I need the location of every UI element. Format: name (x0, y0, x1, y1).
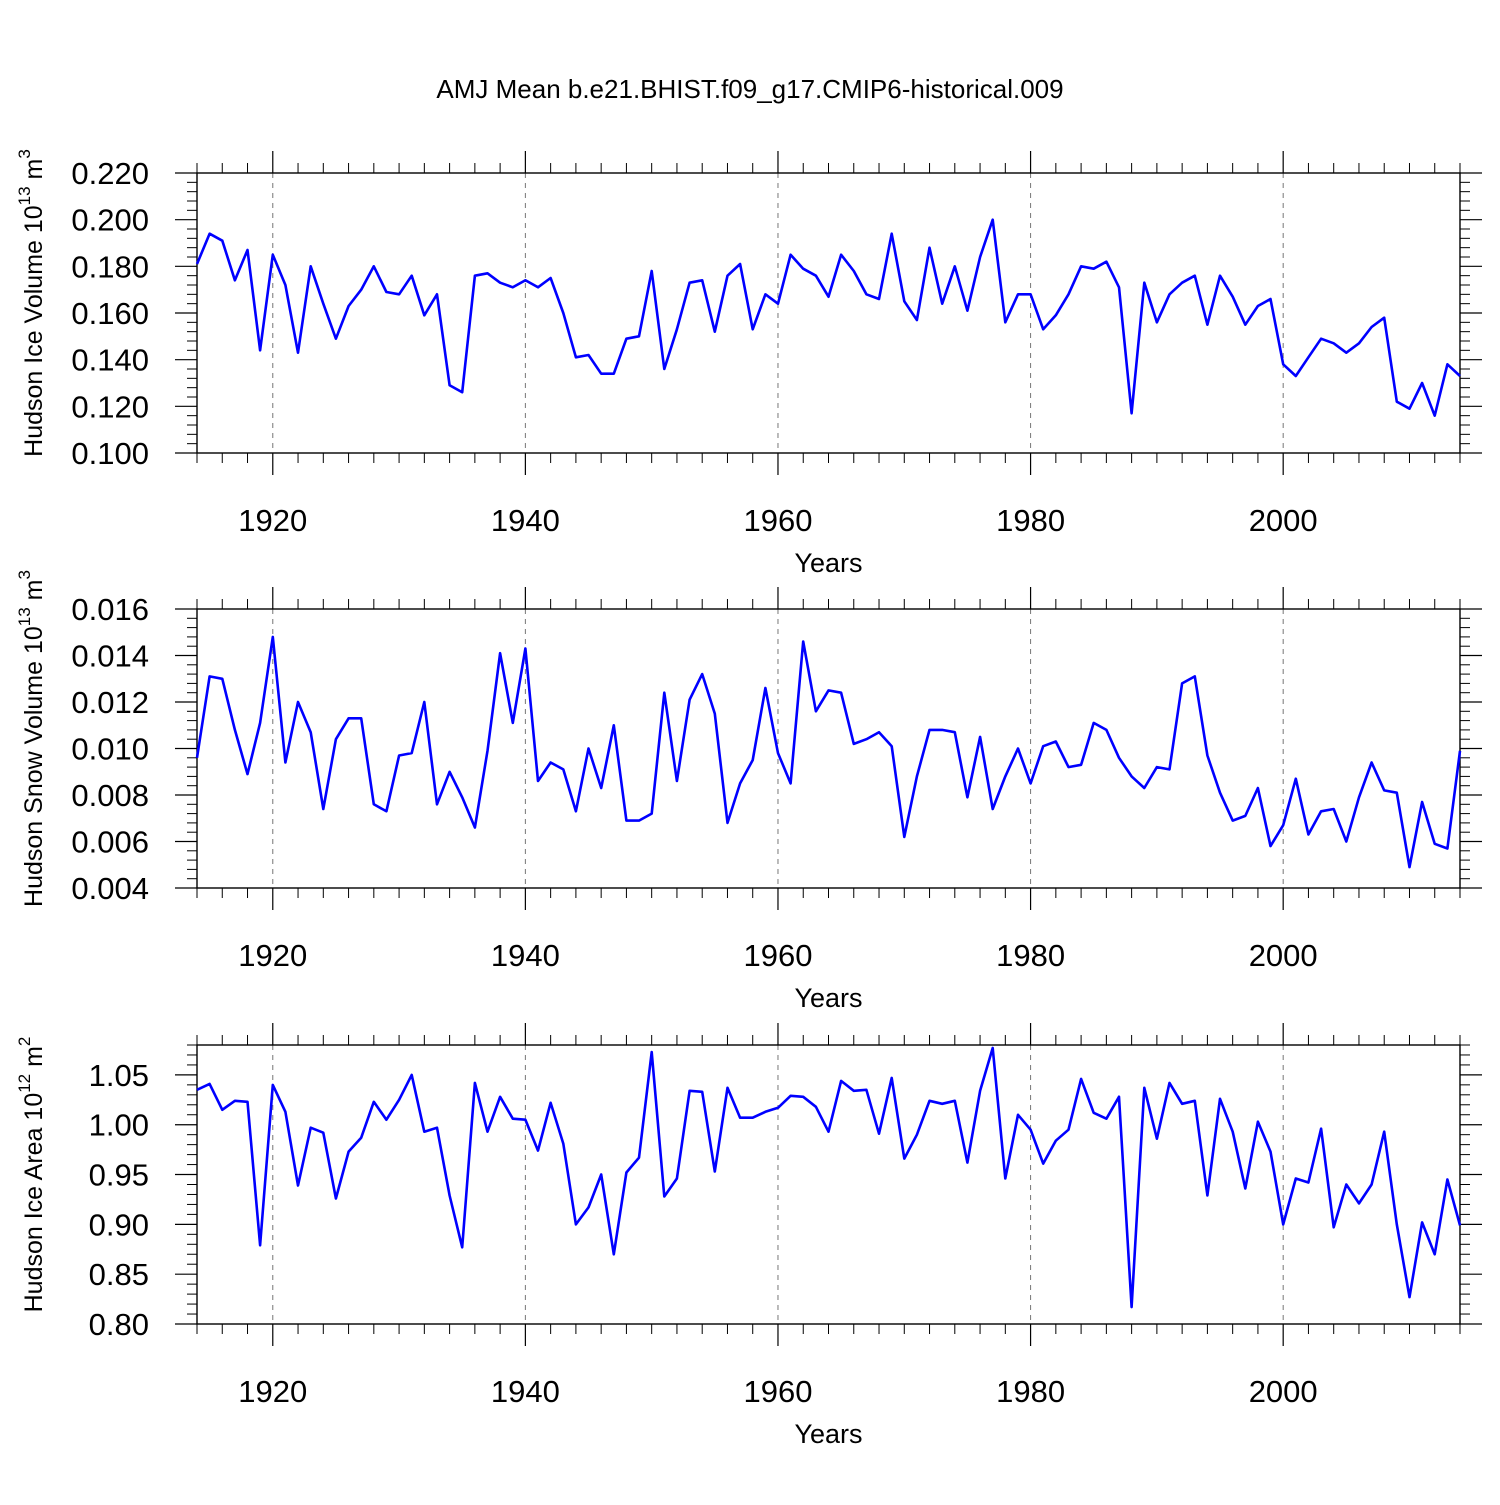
y-axis-label-unit: m (20, 159, 48, 187)
y-tick-label: 0.100 (71, 436, 149, 471)
y-axis-label-unit-exponent: 2 (15, 1037, 34, 1046)
y-tick-label: 1.05 (89, 1058, 149, 1093)
y-tick-label: 0.012 (71, 685, 149, 720)
y-tick-label: 0.140 (71, 343, 149, 378)
y-axis-label-unit-exponent: 3 (15, 570, 34, 579)
y-axis-label-text: Hudson Ice Area 10 (20, 1093, 48, 1313)
x-tick-label: 1980 (996, 938, 1065, 973)
y-tick-label: 0.220 (71, 156, 149, 191)
x-tick-label: 1920 (238, 938, 307, 973)
x-axis-label: Years (794, 1419, 862, 1449)
y-tick-label: 0.016 (71, 592, 149, 627)
y-tick-label: 0.004 (71, 871, 149, 906)
plot-frame (197, 173, 1460, 453)
x-tick-label: 1960 (743, 503, 812, 538)
x-tick-label: 1940 (491, 1374, 560, 1409)
y-axis-label-text: Hudson Ice Volume 10 (20, 205, 48, 457)
y-tick-label: 0.008 (71, 778, 149, 813)
y-axis-label-unit: m (20, 580, 48, 608)
y-tick-label: 0.95 (89, 1158, 149, 1193)
y-tick-label: 1.00 (89, 1108, 149, 1143)
y-tick-label: 0.90 (89, 1207, 149, 1242)
x-tick-label: 2000 (1249, 1374, 1318, 1409)
y-tick-label: 0.180 (71, 249, 149, 284)
x-tick-label: 1980 (996, 503, 1065, 538)
series-line (197, 220, 1460, 416)
y-axis-label-exponent: 12 (15, 1074, 34, 1093)
x-tick-label: 1920 (238, 1374, 307, 1409)
y-axis-label-unit: m (20, 1046, 48, 1074)
y-tick-label: 0.014 (71, 639, 149, 674)
y-tick-label: 0.006 (71, 825, 149, 860)
plot-frame (197, 1045, 1460, 1324)
x-tick-label: 2000 (1249, 938, 1318, 973)
x-tick-label: 1960 (743, 1374, 812, 1409)
y-tick-label: 0.80 (89, 1307, 149, 1342)
chart-title: AMJ Mean b.e21.BHIST.f09_g17.CMIP6-histo… (0, 74, 1500, 105)
y-tick-label: 0.85 (89, 1257, 149, 1292)
y-axis-label-exponent: 13 (15, 607, 34, 626)
y-tick-label: 0.160 (71, 296, 149, 331)
y-axis-label: Hudson Snow Volume 1013 m3 (15, 570, 48, 907)
y-tick-label: 0.010 (71, 732, 149, 767)
y-axis-label: Hudson Ice Area 1012 m2 (15, 1037, 48, 1313)
y-axis-label-text: Hudson Snow Volume 10 (20, 626, 48, 907)
x-tick-label: 1960 (743, 938, 812, 973)
x-axis-label: Years (794, 983, 862, 1013)
y-tick-label: 0.120 (71, 389, 149, 424)
x-tick-label: 1920 (238, 503, 307, 538)
series-line (197, 637, 1460, 867)
x-tick-label: 1940 (491, 938, 560, 973)
y-axis-label-unit-exponent: 3 (15, 149, 34, 158)
x-tick-label: 1980 (996, 1374, 1065, 1409)
x-tick-label: 2000 (1249, 503, 1318, 538)
x-axis-label: Years (794, 548, 862, 578)
y-axis-label-exponent: 13 (15, 186, 34, 205)
series-line (197, 1048, 1460, 1307)
y-axis-label: Hudson Ice Volume 1013 m3 (15, 149, 48, 457)
y-tick-label: 0.200 (71, 203, 149, 238)
x-tick-label: 1940 (491, 503, 560, 538)
